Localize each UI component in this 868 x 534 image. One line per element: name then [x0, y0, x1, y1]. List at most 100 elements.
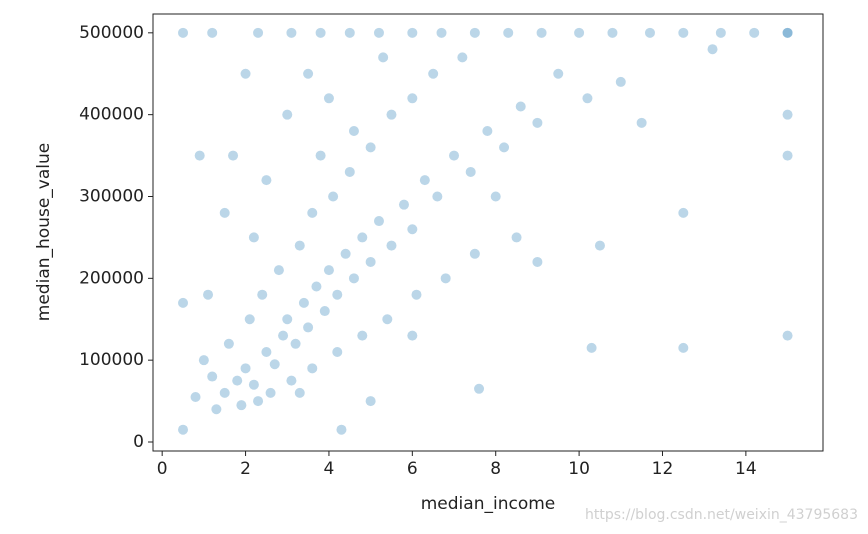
point: [357, 232, 368, 243]
x-tick-label: 10: [568, 459, 590, 479]
point: [499, 142, 510, 153]
y-tick-label: 0: [133, 432, 144, 452]
point: [203, 289, 214, 300]
point: [178, 27, 189, 38]
point: [457, 52, 468, 63]
point: [373, 27, 384, 38]
point: [469, 248, 480, 259]
point: [236, 400, 247, 411]
point: [586, 342, 597, 353]
point: [782, 150, 793, 161]
point: [340, 248, 351, 259]
point: [636, 117, 647, 128]
point: [398, 199, 409, 210]
point: [336, 424, 347, 435]
point: [532, 256, 543, 267]
point: [248, 232, 259, 243]
point: [294, 240, 305, 251]
point: [332, 346, 343, 357]
point: [474, 383, 485, 394]
x-tick-label: 0: [157, 459, 168, 479]
point: [782, 109, 793, 120]
point: [644, 27, 655, 38]
point: [707, 44, 718, 55]
point: [307, 207, 318, 218]
point: [378, 52, 389, 63]
point: [615, 76, 626, 87]
point: [307, 363, 318, 374]
point: [344, 27, 355, 38]
point: [678, 207, 689, 218]
point: [503, 27, 514, 38]
x-tick-label: 14: [735, 459, 757, 479]
point: [207, 371, 218, 382]
point: [386, 109, 397, 120]
watermark: https://blog.csdn.net/weixin_43795683: [585, 507, 858, 523]
point: [357, 330, 368, 341]
point: [365, 396, 376, 407]
point: [178, 424, 189, 435]
point: [319, 306, 330, 317]
point: [515, 101, 526, 112]
point: [782, 27, 793, 38]
point: [365, 142, 376, 153]
point: [411, 289, 422, 300]
point: [315, 27, 326, 38]
point: [190, 391, 201, 402]
y-tick-label: 200000: [79, 268, 144, 288]
point: [178, 297, 189, 308]
plot-frame: [152, 13, 824, 452]
point: [223, 338, 234, 349]
point: [286, 27, 297, 38]
point: [574, 27, 585, 38]
point: [265, 387, 276, 398]
point: [282, 314, 293, 325]
point: [348, 273, 359, 284]
point: [465, 166, 476, 177]
point: [532, 117, 543, 128]
point: [440, 273, 451, 284]
point: [323, 265, 334, 276]
point: [348, 126, 359, 137]
point: [198, 355, 209, 366]
x-tick-label: 8: [490, 459, 501, 479]
point: [228, 150, 239, 161]
point: [432, 191, 443, 202]
point: [436, 27, 447, 38]
point: [607, 27, 618, 38]
point: [407, 330, 418, 341]
point: [244, 314, 255, 325]
point: [678, 342, 689, 353]
y-tick-label: 400000: [79, 105, 144, 125]
point: [382, 314, 393, 325]
y-tick-label: 300000: [79, 186, 144, 206]
point: [407, 224, 418, 235]
point: [232, 375, 243, 386]
point: [782, 27, 793, 38]
point: [678, 27, 689, 38]
point: [344, 166, 355, 177]
point: [240, 363, 251, 374]
point: [536, 27, 547, 38]
point: [482, 126, 493, 137]
point: [407, 27, 418, 38]
point: [315, 150, 326, 161]
point: [211, 404, 222, 415]
point: [594, 240, 605, 251]
y-tick-label: 100000: [79, 350, 144, 370]
point: [207, 27, 218, 38]
point: [303, 322, 314, 333]
point: [261, 346, 272, 357]
point: [469, 27, 480, 38]
point: [311, 281, 322, 292]
point: [328, 191, 339, 202]
point: [257, 289, 268, 300]
point: [278, 330, 289, 341]
point: [303, 68, 314, 79]
point: [582, 93, 593, 104]
y-axis-label: median_house_value: [34, 143, 54, 321]
point: [282, 109, 293, 120]
point: [194, 150, 205, 161]
point: [240, 68, 251, 79]
